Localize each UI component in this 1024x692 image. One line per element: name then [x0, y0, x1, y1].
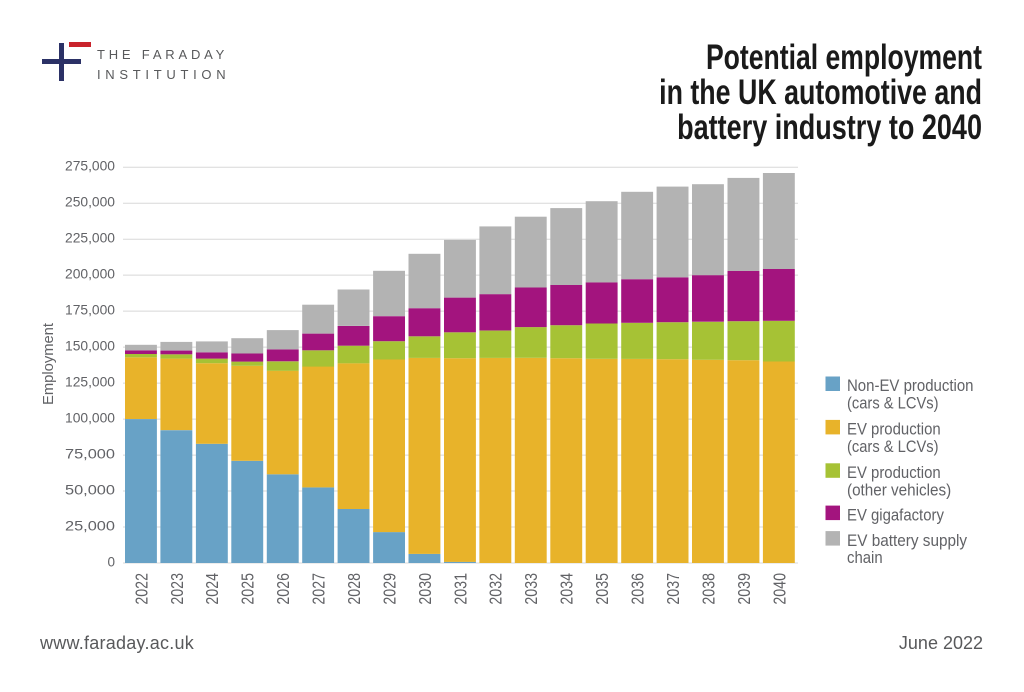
- svg-text:chain: chain: [847, 548, 883, 567]
- svg-text:50,000: 50,000: [65, 483, 115, 498]
- svg-text:(cars & LCVs): (cars & LCVs): [847, 437, 939, 456]
- svg-text:2036: 2036: [628, 573, 648, 605]
- svg-text:250,000: 250,000: [65, 195, 115, 210]
- svg-text:2027: 2027: [309, 573, 329, 605]
- svg-text:75,000: 75,000: [65, 447, 115, 462]
- svg-text:2032: 2032: [486, 573, 506, 605]
- svg-text:175,000: 175,000: [65, 303, 115, 318]
- svg-text:225,000: 225,000: [65, 231, 115, 246]
- svg-text:2023: 2023: [167, 573, 187, 605]
- svg-text:EV production: EV production: [847, 463, 941, 482]
- svg-text:0: 0: [107, 555, 115, 570]
- svg-text:EV production: EV production: [847, 420, 941, 439]
- svg-text:Employment: Employment: [40, 322, 57, 405]
- svg-text:275,000: 275,000: [65, 159, 115, 174]
- svg-text:2028: 2028: [344, 573, 364, 605]
- svg-text:2034: 2034: [557, 573, 577, 605]
- svg-text:2039: 2039: [734, 573, 754, 605]
- svg-text:2033: 2033: [521, 573, 541, 605]
- svg-text:(other vehicles): (other vehicles): [847, 480, 951, 499]
- svg-text:200,000: 200,000: [65, 267, 115, 282]
- svg-text:100,000: 100,000: [65, 411, 115, 426]
- svg-text:(cars & LCVs): (cars & LCVs): [847, 394, 939, 413]
- svg-text:2030: 2030: [415, 573, 435, 605]
- svg-text:150,000: 150,000: [65, 339, 115, 354]
- svg-text:25,000: 25,000: [65, 519, 115, 534]
- svg-text:EV battery supply: EV battery supply: [847, 531, 968, 550]
- svg-text:125,000: 125,000: [65, 375, 115, 390]
- svg-text:2038: 2038: [698, 573, 718, 605]
- svg-text:EV gigafactory: EV gigafactory: [847, 505, 944, 524]
- svg-text:2037: 2037: [663, 573, 683, 605]
- svg-text:2029: 2029: [379, 573, 399, 605]
- svg-text:2035: 2035: [592, 573, 612, 605]
- svg-text:2025: 2025: [238, 573, 258, 605]
- svg-text:2040: 2040: [769, 573, 789, 605]
- svg-text:2031: 2031: [450, 573, 470, 605]
- svg-text:Non-EV production: Non-EV production: [847, 376, 974, 395]
- svg-text:2022: 2022: [131, 573, 151, 605]
- svg-text:2026: 2026: [273, 573, 293, 605]
- svg-text:2024: 2024: [202, 573, 222, 605]
